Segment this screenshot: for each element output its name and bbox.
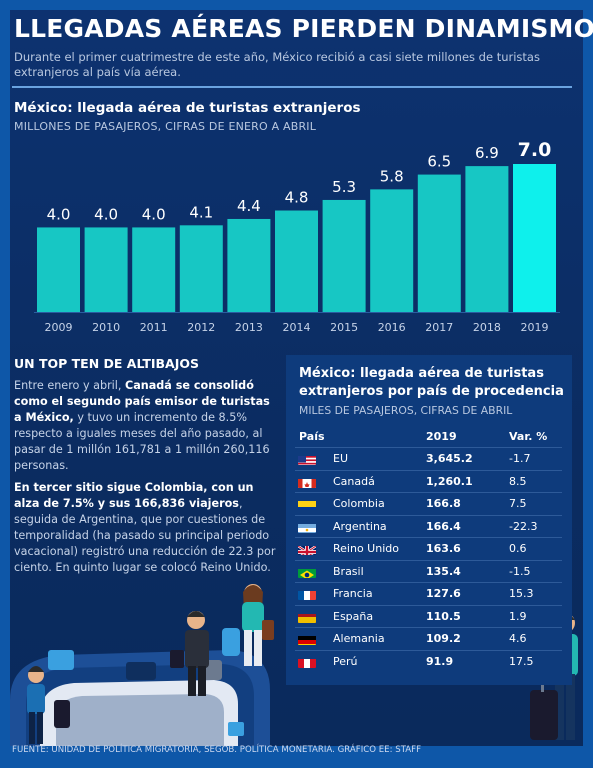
table-row: Reino Unido 163.6 0.6	[295, 537, 562, 560]
country-var: 0.6	[509, 542, 527, 555]
section-heading: UN TOP TEN DE ALTIBAJOS	[14, 356, 200, 371]
spain-flag-icon	[298, 611, 316, 623]
country-name: Brasil	[333, 564, 364, 578]
country-var: 4.6	[509, 632, 527, 645]
bar-2017	[417, 174, 461, 312]
bar-2010	[84, 227, 128, 312]
bar-2011	[132, 227, 176, 312]
country-var: -1.7	[509, 452, 531, 465]
country-name: Francia	[333, 587, 373, 600]
tick-label-2015: 2015	[330, 321, 358, 334]
country-value: 3,645.2	[426, 452, 473, 465]
country-name: Perú	[333, 654, 358, 668]
country-name: EU	[333, 452, 349, 465]
tick-label-2017: 2017	[425, 321, 453, 334]
peru-flag-icon	[298, 656, 316, 668]
bar-2012	[179, 225, 223, 312]
country-var: 8.5	[509, 474, 527, 488]
data-label-2018: 6.9	[475, 144, 499, 162]
bar-2019	[513, 164, 556, 312]
page-title: LLEGADAS AÉREAS PIERDEN DINAMISMO	[14, 14, 593, 43]
tick-label-2012: 2012	[187, 321, 215, 334]
table-row: Perú 91.9 17.5	[295, 649, 562, 673]
chart-title: México: llegada aérea de turistas extran…	[14, 100, 361, 116]
tick-label-2013: 2013	[235, 321, 263, 334]
data-label-2017: 6.5	[427, 153, 451, 171]
country-value: 166.4	[426, 519, 461, 533]
bar-2018	[465, 166, 509, 312]
tick-label-2018: 2018	[473, 321, 501, 334]
country-value: 91.9	[426, 654, 454, 668]
divider	[12, 86, 572, 88]
tick-label-2010: 2010	[92, 321, 120, 334]
bar-2013	[227, 218, 271, 312]
table-row: Colombia 166.8 7.5	[295, 492, 562, 515]
tick-label-2011: 2011	[140, 321, 168, 334]
data-label-2009: 4.0	[47, 205, 71, 223]
source-note: FUENTE: UNIDAD DE POLÍTICA MIGRATORIA, S…	[12, 745, 422, 755]
country-var: 15.3	[509, 587, 534, 600]
data-label-2016: 5.8	[380, 167, 404, 185]
data-label-2019: 7.0	[518, 139, 552, 161]
bar-chart: 4.0 2009 4.0 2010 4.0 2011 4.1 2012 4.4 2013 4.8 20…	[34, 139, 560, 334]
table-row: Brasil 135.4 -1.5	[295, 559, 562, 583]
country-value: 127.6	[426, 587, 461, 600]
country-name: España	[333, 609, 374, 623]
column-header-2019: 2019	[426, 430, 457, 443]
paragraph-2: En tercer sitio sigue Colombia, con un a…	[14, 481, 276, 574]
table-subtitle: MILES DE PASAJEROS, CIFRAS DE ABRIL	[299, 404, 513, 417]
country-value: 109.2	[426, 632, 461, 645]
country-value: 1,260.1	[426, 474, 473, 488]
bar-2014	[275, 210, 318, 312]
country-value: 110.5	[426, 609, 461, 623]
table-row: Argentina 166.4 -22.3	[295, 514, 562, 538]
table-row: Alemania 109.2 4.6	[295, 627, 562, 650]
paragraph-1: Entre enero y abril, Canadá se consolidó…	[14, 379, 270, 472]
country-var: 7.5	[509, 497, 527, 510]
data-label-2014: 4.8	[285, 189, 309, 207]
country-var: 1.9	[509, 609, 527, 623]
country-name: Argentina	[333, 519, 387, 533]
usa-flag-icon	[298, 453, 316, 465]
country-name: Colombia	[333, 497, 385, 510]
country-name: Alemania	[333, 632, 385, 645]
country-var: 17.5	[509, 654, 534, 668]
tick-label-2014: 2014	[283, 321, 311, 334]
table-row: Francia 127.6 15.3	[295, 582, 562, 605]
france-flag-icon	[298, 588, 316, 600]
data-label-2011: 4.0	[142, 205, 166, 223]
data-label-2012: 4.1	[189, 203, 213, 221]
argentina-flag-icon	[298, 521, 316, 533]
tick-label-2019: 2019	[521, 321, 549, 334]
page-subtitle: Durante el primer cuatrimestre de este a…	[14, 50, 540, 79]
country-table: México: llegada aérea de turistas extran…	[286, 355, 572, 685]
data-label-2013: 4.4	[237, 197, 261, 215]
country-var: -1.5	[509, 564, 531, 578]
country-var: -22.3	[509, 519, 538, 533]
colombia-flag-icon	[298, 498, 316, 510]
table-title: México: llegada aérea de turistas extran…	[299, 366, 564, 399]
country-value: 166.8	[426, 497, 461, 510]
column-header-var: Var. %	[509, 430, 548, 443]
country-name: Canadá	[333, 474, 375, 488]
data-label-2010: 4.0	[94, 205, 118, 223]
country-name: Reino Unido	[333, 542, 399, 555]
column-header-country: País	[299, 430, 325, 443]
bar-2016	[370, 189, 414, 312]
canada-flag-icon	[298, 476, 316, 488]
country-value: 135.4	[426, 564, 461, 578]
table-row: España 110.5 1.9	[295, 604, 562, 628]
table-row: Canadá 1,260.1 8.5	[295, 469, 562, 493]
germany-flag-icon	[298, 633, 316, 645]
country-value: 163.6	[426, 542, 461, 555]
uk-flag-icon	[298, 543, 316, 555]
bar-2009	[37, 227, 80, 312]
brazil-flag-icon	[298, 566, 316, 578]
data-label-2015: 5.3	[332, 178, 356, 196]
bar-2015	[322, 199, 366, 312]
tick-label-2016: 2016	[378, 321, 406, 334]
table-row: EU 3,645.2 -1.7	[295, 447, 562, 470]
tick-label-2009: 2009	[45, 321, 73, 334]
chart-subtitle: MILLONES DE PASAJEROS, CIFRAS DE ENERO A…	[14, 120, 317, 133]
